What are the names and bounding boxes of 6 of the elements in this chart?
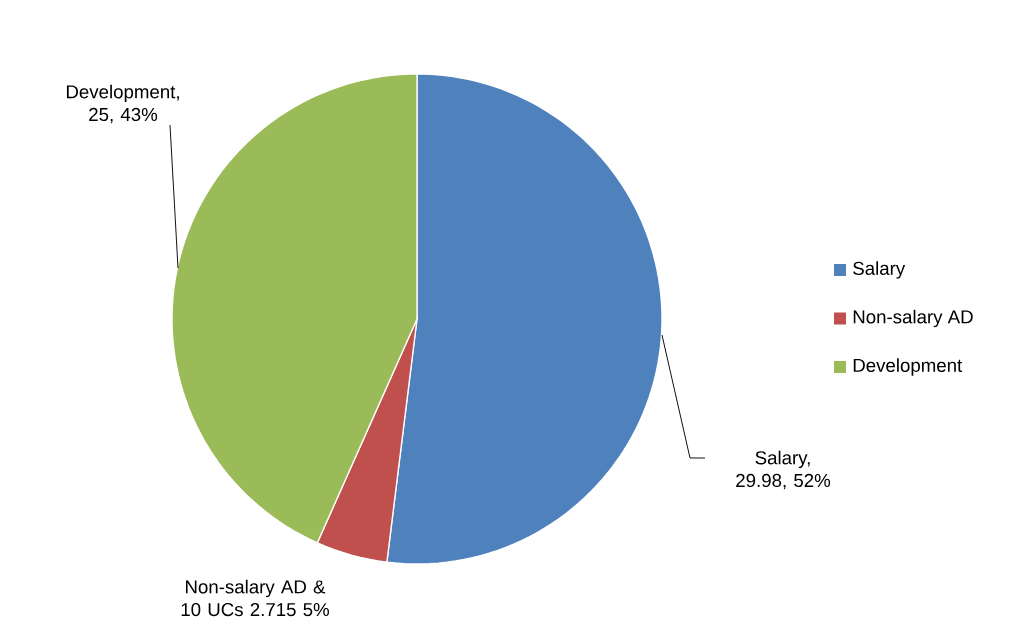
legend-label: Non-salary AD bbox=[853, 309, 973, 328]
data-label: Development, 25, 43% bbox=[66, 84, 179, 124]
legend-label: Salary bbox=[853, 261, 906, 279]
data-label: Salary, 29.98, 52% bbox=[736, 450, 831, 490]
legend-label: Development bbox=[853, 358, 963, 376]
data-label: Non-salary AD & 10 UCs 2.715 5% bbox=[181, 579, 330, 617]
